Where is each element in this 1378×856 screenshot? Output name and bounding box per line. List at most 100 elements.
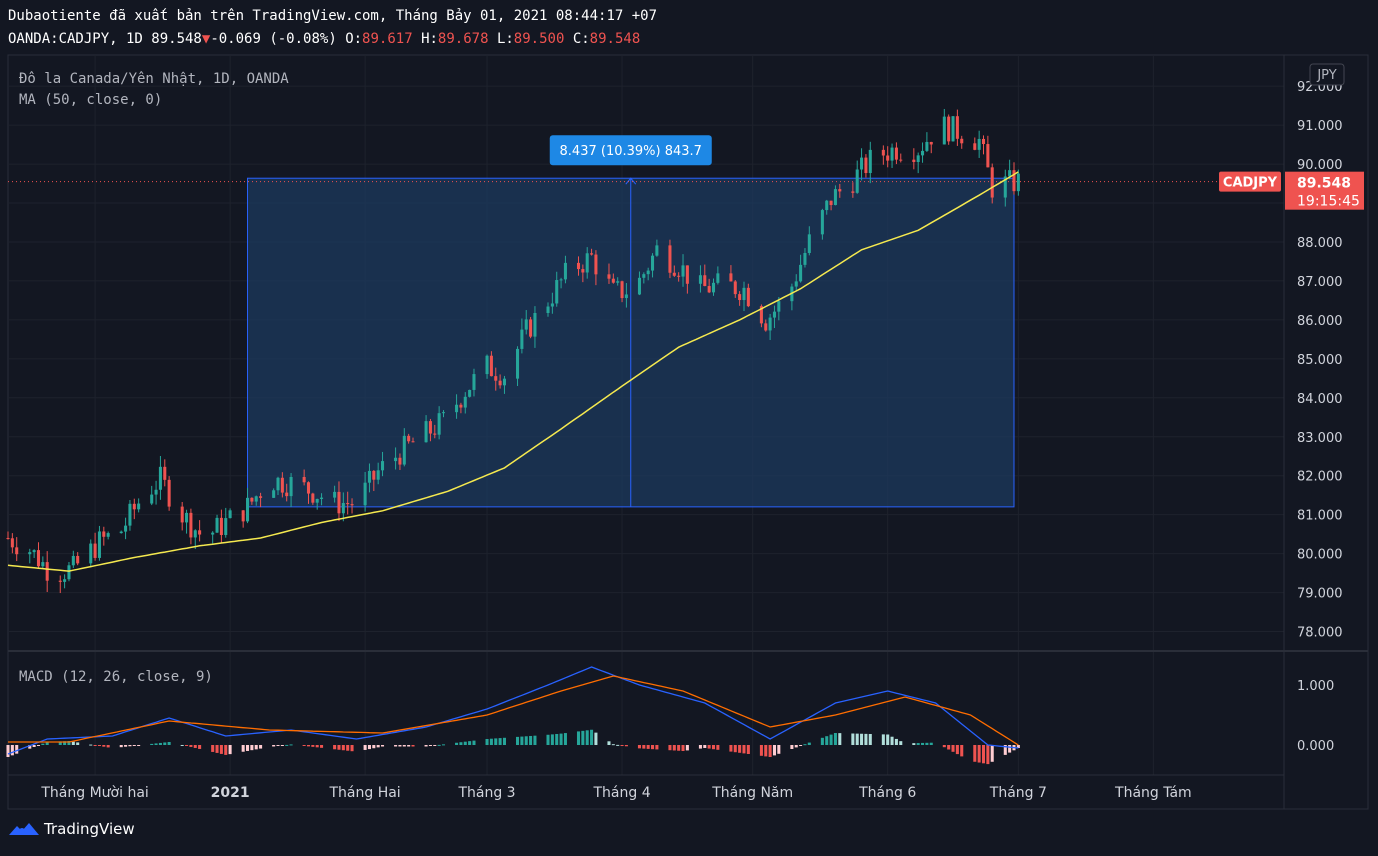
histogram-bar (424, 745, 428, 747)
price-tick-label: 87.000 (1297, 275, 1343, 290)
candle-body (777, 301, 781, 312)
time-axis[interactable]: Tháng Mười hai 2021 Tháng Hai Tháng 3 Tháng … (40, 785, 1191, 801)
candle-body (890, 147, 894, 161)
candle-body (624, 294, 628, 299)
candle-body (768, 317, 772, 331)
candle-body (642, 274, 646, 278)
candle-body (960, 138, 964, 144)
candle-body (28, 552, 32, 555)
histogram-bar (285, 744, 289, 746)
histogram-bar (211, 745, 215, 752)
price-tick-label: 82.000 (1297, 470, 1343, 485)
price-axis[interactable]: 78.000 79.000 80.000 81.000 82.000 83.000 84.0… (1297, 80, 1343, 640)
histogram-bar (15, 745, 19, 754)
histogram-bar (707, 745, 711, 749)
candle-body (502, 378, 506, 386)
histogram-bar (529, 735, 533, 745)
histogram-bar (276, 745, 280, 746)
histogram-bar (838, 733, 842, 745)
histogram-bar (555, 733, 559, 745)
candle-body (276, 477, 280, 491)
histogram-bar (947, 745, 951, 750)
histogram-bar (250, 745, 254, 751)
histogram-bar (881, 734, 885, 745)
histogram-bar (346, 745, 350, 751)
histogram-bar (71, 741, 75, 745)
candle-body (707, 286, 711, 293)
candle-body (150, 494, 154, 504)
candle-body (341, 503, 345, 514)
candle-body (311, 493, 315, 503)
histogram-bar (137, 745, 141, 746)
candle-body (455, 404, 459, 413)
candle-body (546, 306, 550, 314)
footer-brand[interactable]: TradingView (8, 820, 135, 838)
candle-body (838, 189, 842, 192)
candle-body (119, 531, 123, 534)
histogram-bar (89, 744, 93, 746)
candle-body (76, 555, 80, 564)
candle-body (36, 550, 41, 567)
histogram-bar (1016, 745, 1020, 748)
price-tick-label: 83.000 (1297, 431, 1343, 446)
price-tick-label: 84.000 (1297, 392, 1343, 407)
candle-body (668, 245, 672, 273)
candle-body (868, 149, 872, 174)
histogram-bar (990, 745, 994, 762)
candle-body (437, 413, 441, 435)
candle-body (402, 435, 406, 465)
histogram-bar (350, 745, 354, 752)
candle-body (106, 533, 110, 537)
candle-body (681, 265, 685, 277)
grid-lines (8, 55, 1284, 775)
histogram-bar (894, 738, 898, 745)
candle-body (441, 412, 446, 414)
open-label: O: (345, 31, 363, 47)
candle-body (947, 116, 951, 142)
histogram-bar (119, 745, 123, 748)
candle-body (363, 482, 367, 506)
candle-body (973, 143, 977, 150)
histogram-bar (624, 745, 628, 747)
candle-body (611, 278, 615, 283)
tradingview-logo-icon (9, 823, 39, 835)
histogram-bar (546, 734, 550, 745)
histogram-bar (472, 740, 476, 745)
macd-axis[interactable]: 0.000 1.000 (1297, 679, 1334, 754)
histogram-bar (1003, 745, 1007, 755)
candle-body (272, 490, 276, 498)
candle-body (63, 579, 67, 582)
ma50-line (7, 171, 1019, 572)
candle-body (986, 144, 990, 168)
histogram-bar (576, 731, 581, 745)
currency-button[interactable] (1309, 63, 1345, 86)
candle-body (559, 279, 563, 281)
high-label: H: (421, 31, 438, 47)
histogram-bar (245, 745, 250, 751)
histogram-bar (716, 745, 720, 750)
candle-body (472, 374, 476, 390)
histogram-bar (76, 742, 80, 745)
histogram-bar (489, 738, 493, 745)
histogram-bar (794, 745, 798, 748)
candle-body (738, 294, 742, 301)
symbol-tag-text: CADJPY (1223, 176, 1278, 191)
histogram-bar (955, 745, 959, 755)
publish-info: Dubaotiente đã xuất bản trên TradingView… (8, 8, 658, 24)
histogram-bar (581, 730, 585, 745)
histogram-bar (973, 745, 977, 762)
histogram-bar (607, 741, 611, 745)
candle-body (1012, 170, 1016, 192)
macd-legend[interactable]: MACD (12, 26, close, 9) (19, 669, 213, 685)
histogram-bar (102, 745, 106, 747)
candle-body (315, 498, 319, 503)
histogram-bar (241, 745, 245, 752)
histogram-bar (585, 730, 589, 745)
histogram-bar (655, 745, 659, 750)
ma-legend[interactable]: MA (50, close, 0) (19, 92, 162, 108)
price-tick-label: 80.000 (1297, 548, 1343, 563)
price-tick-label: 81.000 (1297, 509, 1343, 524)
candle-body (132, 503, 136, 510)
candle-body (620, 281, 624, 299)
